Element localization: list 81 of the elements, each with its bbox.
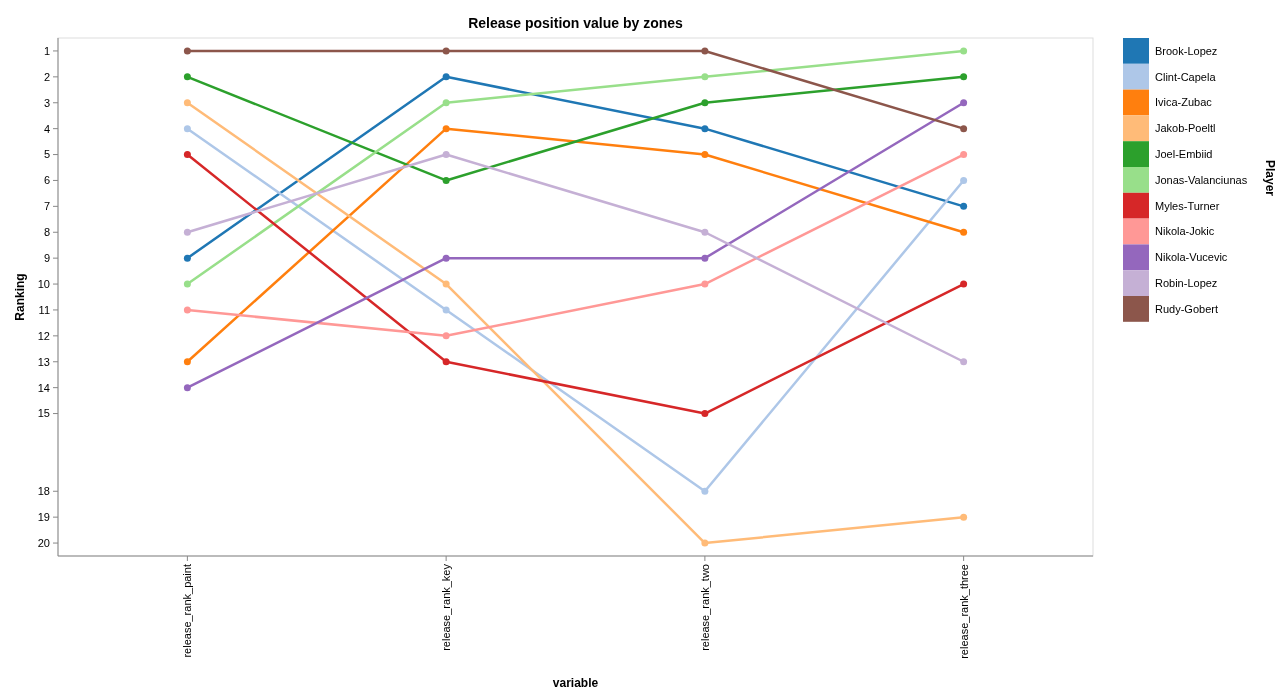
point bbox=[960, 99, 968, 107]
x-axis-title: variable bbox=[552, 676, 599, 690]
legend-label: Joel-Embiid bbox=[1155, 148, 1213, 161]
y-tick-label: 11 bbox=[38, 303, 50, 316]
y-tick-label: 2 bbox=[43, 70, 50, 83]
point bbox=[183, 280, 191, 288]
point bbox=[701, 254, 709, 262]
legend-label: Nikola-Jokic bbox=[1155, 225, 1215, 238]
y-tick-label: 20 bbox=[37, 536, 50, 549]
point bbox=[701, 539, 709, 547]
point bbox=[960, 125, 968, 133]
point bbox=[183, 151, 191, 159]
legend-label: Robin-Lopez bbox=[1155, 277, 1218, 290]
point bbox=[183, 125, 191, 133]
y-tick-label: 18 bbox=[37, 485, 50, 498]
legend-label: Brook-Lopez bbox=[1155, 44, 1218, 57]
y-tick-label: 7 bbox=[43, 200, 50, 213]
point bbox=[960, 358, 968, 366]
point bbox=[183, 73, 191, 81]
legend-label: Ivica-Zubac bbox=[1155, 96, 1213, 109]
point bbox=[442, 125, 450, 133]
legend-title: Player bbox=[1263, 159, 1277, 197]
point bbox=[701, 280, 709, 288]
y-tick-label: 10 bbox=[37, 277, 50, 290]
x-tick-label: release_rank_two bbox=[698, 564, 711, 651]
point bbox=[442, 306, 450, 314]
point bbox=[442, 280, 450, 288]
y-tick-label: 3 bbox=[43, 96, 50, 109]
point bbox=[701, 487, 709, 495]
legend-label: Nikola-Vucevic bbox=[1155, 251, 1228, 264]
point bbox=[960, 47, 968, 55]
y-tick-label: 6 bbox=[43, 174, 50, 187]
point bbox=[442, 73, 450, 81]
point bbox=[442, 151, 450, 159]
point bbox=[442, 47, 450, 55]
point bbox=[442, 332, 450, 340]
y-tick-label: 14 bbox=[37, 381, 50, 394]
point bbox=[960, 513, 968, 521]
point bbox=[960, 280, 968, 288]
x-tick-label: release_rank_three bbox=[957, 564, 970, 659]
point bbox=[183, 99, 191, 107]
y-tick-label: 15 bbox=[37, 407, 50, 420]
point bbox=[701, 151, 709, 159]
point bbox=[960, 73, 968, 81]
y-tick-label: 12 bbox=[37, 329, 50, 342]
y-tick-label: 9 bbox=[43, 252, 50, 264]
point bbox=[701, 73, 709, 81]
point bbox=[442, 254, 450, 262]
y-tick-label: 13 bbox=[37, 355, 50, 368]
point bbox=[183, 306, 191, 314]
y-axis-title: Ranking bbox=[13, 273, 27, 321]
point bbox=[183, 228, 191, 236]
legend-label: Jonas-Valanciunas bbox=[1155, 173, 1248, 186]
point bbox=[183, 254, 191, 262]
point bbox=[960, 176, 968, 184]
legend-label: Myles-Turner bbox=[1155, 199, 1220, 212]
y-tick-label: 19 bbox=[37, 511, 50, 523]
point bbox=[960, 151, 968, 159]
point bbox=[701, 125, 709, 133]
chart-title: Release position value by zones bbox=[468, 15, 684, 31]
y-tick-label: 4 bbox=[43, 122, 50, 135]
y-tick-label: 5 bbox=[43, 148, 50, 161]
point bbox=[701, 47, 709, 55]
legend-label: Clint-Capela bbox=[1155, 70, 1217, 83]
y-tick-label: 1 bbox=[43, 44, 50, 57]
y-tick-label: 8 bbox=[43, 226, 50, 239]
x-tick-label: release_rank_paint bbox=[181, 564, 194, 658]
point bbox=[183, 358, 191, 366]
x-tick-label: release_rank_key bbox=[440, 563, 453, 651]
point bbox=[960, 228, 968, 236]
legend-label: Jakob-Poeltl bbox=[1155, 122, 1216, 135]
legend-label: Rudy-Gobert bbox=[1155, 302, 1218, 315]
point bbox=[442, 176, 450, 184]
point bbox=[183, 47, 191, 55]
point bbox=[960, 202, 968, 210]
point bbox=[183, 384, 191, 392]
point bbox=[701, 228, 709, 236]
point bbox=[701, 99, 709, 107]
point bbox=[442, 99, 450, 107]
point bbox=[701, 410, 709, 418]
point bbox=[442, 358, 450, 366]
